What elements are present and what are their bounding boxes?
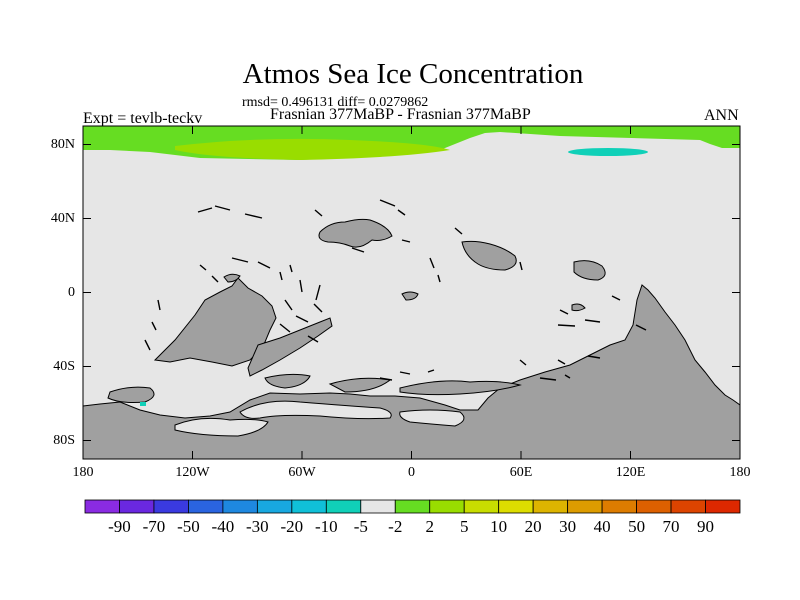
map-title: Atmos Sea Ice Concentration <box>242 58 584 90</box>
lon-tick-label: 0 <box>408 465 415 480</box>
lon-tick-label: 180 <box>72 465 94 480</box>
lon-tick-label: 60E <box>509 465 533 480</box>
lat-tick-label: 40S <box>53 358 75 374</box>
colorbar-label: -10 <box>314 517 338 536</box>
experiment-label: Expt = tevlb-teckv <box>83 110 203 127</box>
colorbar-label: -30 <box>246 517 269 536</box>
island-north-1 <box>318 218 393 248</box>
continent-west <box>153 277 277 367</box>
continent-west-strip <box>247 317 333 377</box>
island-north-5 <box>571 303 586 312</box>
coastline-fragments <box>144 199 647 381</box>
colorbar-swatch <box>567 499 603 514</box>
colorbar-label: -90 <box>108 517 131 536</box>
colorbar-swatch <box>532 499 569 514</box>
colorbar-swatch <box>463 499 500 514</box>
colorbar-label: 10 <box>490 517 508 536</box>
colorbar-swatch <box>705 499 741 514</box>
island-north-4 <box>401 291 419 301</box>
colorbar-swatch <box>84 499 120 514</box>
lon-tick-label: 60W <box>288 465 316 480</box>
colorbar-swatch <box>429 499 465 514</box>
lon-tick-label: 120E <box>615 465 646 480</box>
colorbar-label: 5 <box>459 517 469 536</box>
colorbar-label: 30 <box>559 517 577 536</box>
colorbar-label: 70 <box>662 517 680 536</box>
colorbar-swatch <box>498 499 534 514</box>
colorbar-label: 20 <box>524 517 542 536</box>
colorbar-swatch <box>256 499 293 514</box>
lon-tick-label: 180 <box>729 465 751 480</box>
colorbar-swatch <box>601 499 637 514</box>
colorbar-swatch <box>360 499 396 514</box>
island-small-west <box>223 273 241 283</box>
colorbar-label: 90 <box>697 517 715 536</box>
colorbar-label: 40 <box>593 517 611 536</box>
comparison-label: Frasnian 377MaBP - Frasnian 377MaBP <box>270 106 531 123</box>
colorbar-swatch <box>670 499 706 514</box>
southern-inlet-2 <box>239 400 392 420</box>
stats-label: rmsd= 0.496131 diff= 0.0279862 <box>242 95 429 110</box>
strip-south-central <box>399 380 522 396</box>
colorbar-swatch <box>188 499 224 514</box>
ice-loss-spot <box>140 402 146 406</box>
lat-tick-label: 40N <box>50 210 75 226</box>
colorbar-swatch <box>325 499 362 514</box>
lat-tick-label: 0 <box>68 284 75 300</box>
colorbar-swatch <box>394 499 431 514</box>
lon-tick-label: 120W <box>175 465 210 480</box>
colorbar-label: 50 <box>628 517 646 536</box>
colorbar-label: -20 <box>280 517 304 536</box>
lat-tick-label: 80S <box>53 432 75 448</box>
island-north-3 <box>573 260 606 281</box>
colorbar-label: -5 <box>353 517 368 536</box>
lat-tick-label: 80N <box>50 136 75 152</box>
colorbar-swatch <box>636 499 672 514</box>
colorbar <box>84 499 741 514</box>
lat-ticks <box>83 144 740 441</box>
southern-inlet-3 <box>399 409 465 427</box>
arctic-ice-loss <box>568 148 648 156</box>
colorbar-label: -70 <box>142 517 166 536</box>
colorbar-swatch <box>291 499 327 514</box>
colorbar-label: -2 <box>388 517 403 536</box>
arctic-ice-gain-strong <box>175 138 450 160</box>
colorbar-swatch <box>222 499 258 514</box>
island-southwest <box>107 386 155 403</box>
lon-ticks <box>82 126 741 459</box>
colorbar-label: -40 <box>211 517 235 536</box>
southern-inlet-1 <box>174 417 269 437</box>
colorbar-swatch <box>153 499 189 514</box>
colorbar-label: -50 <box>177 517 200 536</box>
island-southwest-2 <box>264 373 311 389</box>
colorbar-label: 2 <box>425 517 434 536</box>
colorbar-swatch <box>119 499 155 514</box>
season-label: ANN <box>704 107 739 124</box>
island-north-2 <box>461 240 517 271</box>
